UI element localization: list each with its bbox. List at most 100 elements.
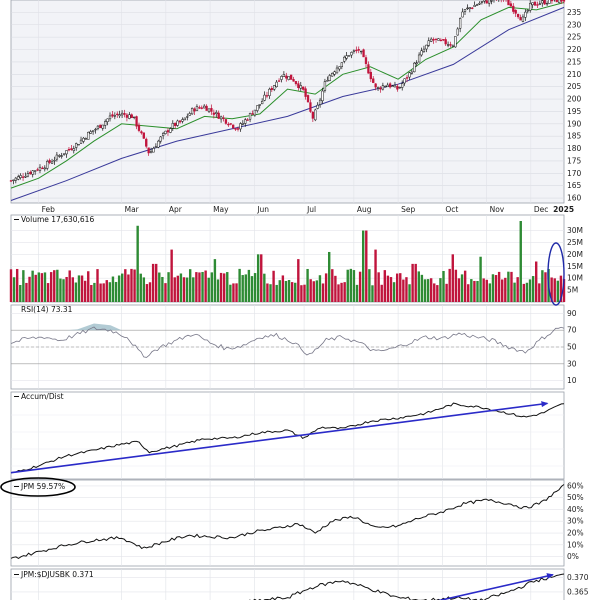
relative-strength-layer [249,573,565,600]
candle-body-136 [338,66,341,70]
volume-bar-39 [130,268,133,302]
candle-body-108 [270,88,273,90]
perf-tick-label-5: 10% [567,540,584,549]
candle-body-75 [190,108,194,115]
candle-body-197 [485,0,488,4]
relative-strength-line [249,573,565,600]
volume-bar-66 [213,259,217,302]
candle-body-26 [72,148,75,151]
candle-body-54 [140,131,143,134]
candle-body-59 [152,148,155,153]
volume-bar-6 [28,276,31,302]
jpm-performance-line [10,484,565,559]
candle-body-61 [157,140,160,148]
candle-body-12 [38,166,42,171]
volume-bar-142 [448,268,451,302]
volume-bar-61 [198,272,201,302]
candle-body-158 [391,85,394,87]
volume-bar-137 [433,283,436,302]
candle-body-69 [176,120,179,126]
volume-bar-134 [423,279,427,302]
candle-body-221 [543,0,546,5]
volume-bar-4 [22,270,25,302]
volume-bar-68 [219,272,223,302]
candle-body-3 [17,176,20,180]
volume-bar-15 [56,269,59,302]
candle-body-133 [331,73,334,77]
candle-body-144 [357,49,360,51]
candle-body-103 [258,104,261,106]
candle-body-213 [524,11,527,18]
volume-bar-171 [538,283,541,302]
volume-bar-76 [244,274,247,302]
volume-bar-56 [182,277,186,302]
volume-bar-29 [99,283,102,302]
volume-bar-106 [337,284,340,302]
volume-bar-13 [49,272,53,302]
volume-bar-72 [232,283,235,302]
volume-bar-7 [31,270,34,302]
candle-body-9 [31,170,34,175]
candle-body-87 [219,116,223,120]
volume-bar-139 [439,278,442,302]
volume-bar-41 [136,225,139,302]
volume-bar-143 [451,254,454,302]
candle-body-32 [87,131,90,140]
volume-bar-111 [352,270,356,302]
volume-bar-87 [278,280,281,302]
volume-bar-130 [411,263,414,302]
candle-body-178 [439,39,442,42]
relative-strength-label: JPM:$DJUSBK 0.371 [20,570,94,579]
volume-bar-138 [436,285,439,302]
candle-body-220 [541,0,544,4]
candle-body-207 [509,3,513,7]
price-panel [10,0,565,204]
volume-bar-26 [90,284,93,302]
volume-bar-33 [111,276,115,302]
candle-body-80 [203,105,206,109]
volume-bar-27 [93,282,96,302]
candle-body-182 [449,44,452,46]
volume-bar-16 [59,278,62,302]
volume-bar-67 [216,279,220,302]
candle-body-199 [490,0,493,2]
candle-body-95 [239,123,242,130]
volume-bar-91 [290,282,294,302]
volume-bar-8 [34,274,37,302]
volume-bar-148 [467,284,470,302]
x-axis-label-4: Jun [256,205,269,214]
rsi-tick-label-3: 30 [567,359,577,368]
candle-body-118 [294,81,298,85]
volume-bar-158 [497,271,501,302]
volume-bar-54 [176,275,180,302]
volume-bar-14 [53,270,56,302]
candle-body-60 [154,146,158,148]
candle-body-47 [123,113,126,115]
candle-body-33 [89,131,92,134]
candle-body-107 [268,88,271,96]
volume-bar-117 [371,285,374,302]
volume-bar-51 [167,272,170,302]
volume-bar-103 [328,251,331,302]
volume-tick-label-1: 25M [567,238,583,247]
x-axis-label-1: Mar [125,205,140,214]
candle-body-119 [297,83,300,89]
volume-bar-168 [528,279,532,302]
candle-body-228 [560,0,563,2]
volume-bar-11 [43,272,47,302]
candle-body-185 [456,28,459,36]
candle-body-177 [437,38,440,41]
candle-body-180 [444,39,447,45]
volume-bar-147 [463,270,467,302]
volume-bar-119 [377,272,380,302]
volume-bar-50 [164,283,167,302]
volume-bar-52 [170,249,173,302]
candle-body-214 [526,9,529,12]
volume-bar-5 [25,282,28,302]
candle-body-15 [46,161,49,169]
candle-body-1 [12,179,15,182]
volume-bar-108 [343,282,346,302]
price-tick-label-3: 175 [567,156,582,165]
volume-bar-86 [275,284,278,302]
volume-bar-3 [19,284,22,302]
